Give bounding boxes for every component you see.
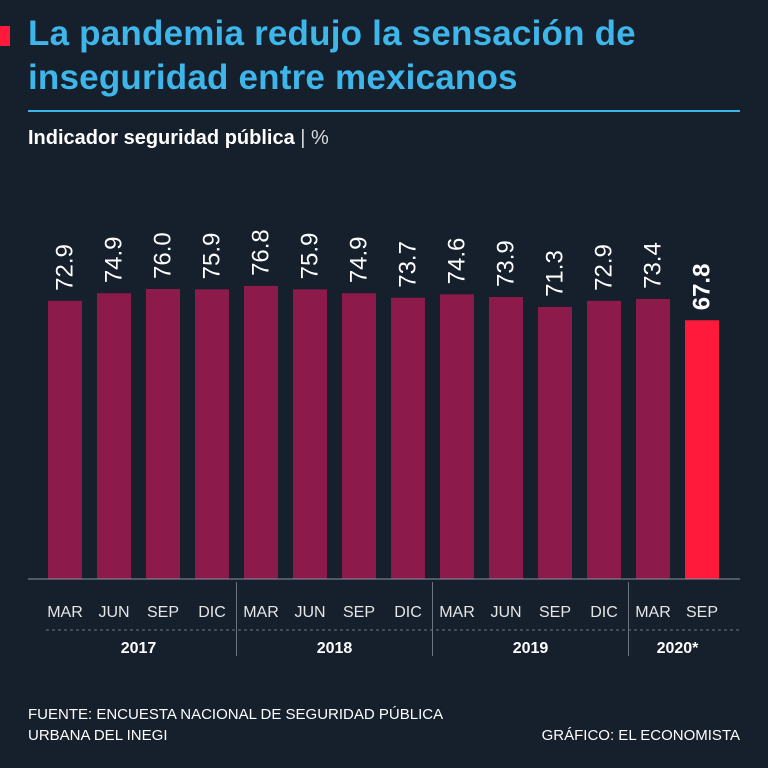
bar — [587, 300, 621, 579]
bar-value-label: 76.8 — [248, 229, 275, 276]
year-label: 2017 — [121, 640, 157, 657]
x-tick-label: MAR — [439, 604, 475, 621]
bar — [293, 289, 327, 579]
chart-subtitle: Indicador seguridad pública | % — [28, 126, 329, 150]
bar-value-label: 72.9 — [52, 244, 79, 291]
x-tick-label: DIC — [198, 604, 226, 621]
bar-value-label: 73.7 — [395, 241, 422, 288]
year-label: 2019 — [513, 640, 549, 657]
x-tick-label: MAR — [635, 604, 671, 621]
x-tick-label: JUN — [294, 604, 325, 621]
bar — [48, 300, 82, 579]
subtitle-text: Indicador seguridad pública — [28, 127, 295, 149]
year-label: 2018 — [317, 640, 353, 657]
bar — [685, 320, 719, 579]
x-tick-label: DIC — [394, 604, 422, 621]
bar-value-label: 74.9 — [346, 236, 373, 283]
x-tick-label: DIC — [590, 604, 618, 621]
bar-value-label: 72.9 — [591, 244, 618, 291]
bar-value-label: 74.6 — [444, 238, 471, 285]
bar-value-label: 73.4 — [640, 242, 667, 289]
bar — [391, 297, 425, 579]
bar — [489, 296, 523, 579]
bar-chart: 72.9 MAR 74.9 JUN 76.0 SEP 75.9 DIC 76.8 MAR 75.9 J… — [28, 229, 740, 657]
x-tick-label: JUN — [490, 604, 521, 621]
bar-value-label: 75.9 — [199, 233, 226, 280]
bar — [146, 288, 180, 579]
x-tick-label: JUN — [98, 604, 129, 621]
x-tick-label: SEP — [539, 604, 571, 621]
accent-bar — [0, 26, 10, 46]
bar-value-label: 73.9 — [493, 240, 520, 287]
unit-label: | % — [300, 127, 329, 149]
bar-value-label: 67.8 — [689, 264, 716, 311]
x-tick-label: MAR — [47, 604, 83, 621]
x-tick-label: SEP — [686, 604, 718, 621]
bar — [538, 306, 572, 579]
title-divider — [28, 110, 740, 112]
x-tick-label: SEP — [147, 604, 179, 621]
credit-note: GRÁFICO: EL ECONOMISTA — [541, 727, 740, 744]
year-label: 2020* — [657, 640, 700, 657]
bar — [244, 285, 278, 579]
source-note: FUENTE: ENCUESTA NACIONAL DE SEGURIDAD P… — [28, 706, 443, 744]
x-tick-label: SEP — [343, 604, 375, 621]
bar — [342, 293, 376, 579]
x-tick-label: MAR — [243, 604, 279, 621]
bar-value-label: 74.9 — [101, 236, 128, 283]
bar — [97, 293, 131, 579]
bar-value-label: 76.0 — [150, 232, 177, 279]
bar-value-label: 75.9 — [297, 233, 324, 280]
bar — [195, 289, 229, 579]
bar-value-label: 71.3 — [542, 250, 569, 297]
bar — [636, 298, 670, 579]
bar — [440, 294, 474, 579]
chart-title: La pandemia redujo la sensación de inseg… — [28, 14, 636, 97]
